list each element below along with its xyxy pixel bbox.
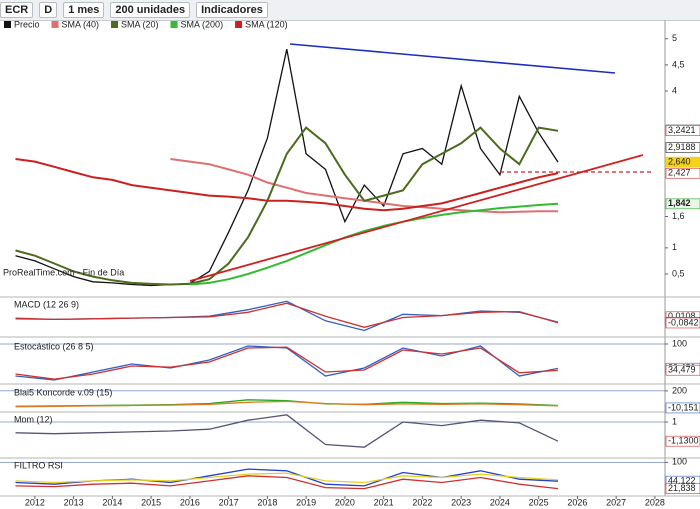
value-marker-label: 2,427 (668, 168, 691, 178)
series-line (15, 345, 559, 381)
value-marker (665, 156, 700, 168)
x-tick-label: 2027 (606, 497, 626, 507)
symbol[interactable]: ECR (0, 2, 34, 18)
x-tick-label: 2018 (257, 497, 277, 507)
panel-title: Estocástico (26 8 5) (14, 341, 94, 351)
y-tick-label: 200 (672, 385, 687, 395)
value-marker (665, 435, 700, 447)
x-tick-label: 2016 (180, 497, 200, 507)
series-line (15, 302, 559, 328)
series-line (15, 414, 559, 448)
x-tick-label: 2021 (374, 497, 394, 507)
value-marker-label: 1,842 (668, 198, 691, 208)
x-tick-label: 2012 (25, 497, 45, 507)
panel-title: Mom (12) (14, 414, 53, 424)
value-marker (665, 167, 700, 179)
y-tick-label: 1,6 (672, 211, 685, 221)
x-tick-label: 2023 (451, 497, 471, 507)
value-marker-label: 2,640 (668, 156, 691, 166)
x-tick-label: 2022 (412, 497, 432, 507)
series-line (189, 202, 559, 286)
units[interactable]: 200 unidades (110, 2, 191, 18)
legend-label: SMA (20) (121, 20, 159, 29)
value-marker (665, 142, 700, 153)
value-marker-label: -0,0842 (668, 317, 699, 327)
value-marker (665, 402, 700, 414)
panel-title: FILTRO RSI (14, 460, 63, 470)
period[interactable]: 1 mes (63, 2, 105, 18)
value-marker-label: 3,2421 (668, 125, 696, 135)
indicators[interactable]: Indicadores (196, 2, 268, 18)
x-tick-label: 2026 (567, 497, 587, 507)
x-tick-label: 2013 (64, 497, 84, 507)
x-tick-label: 2014 (102, 497, 122, 507)
x-tick-label: 2019 (296, 497, 316, 507)
value-marker (665, 198, 700, 210)
legend-swatch (111, 21, 119, 28)
series-line (15, 126, 559, 286)
panel-title: MACD (12 26 9) (14, 299, 79, 309)
trend-line (289, 43, 616, 74)
y-tick-label: 1 (672, 416, 677, 426)
y-tick-label: 1 (672, 242, 677, 252)
x-tick-label: 2017 (219, 497, 239, 507)
value-marker (665, 364, 700, 376)
value-marker-label: 2,9188 (668, 142, 696, 152)
value-marker-label: 21,838 (668, 483, 696, 493)
y-tick-label: 5 (672, 33, 677, 43)
value-marker-label: 44,122 (668, 476, 696, 486)
legend-swatch (170, 21, 178, 28)
series-line (15, 346, 559, 380)
y-tick-label: 100 (672, 457, 687, 467)
value-marker-label: -10,151 (668, 402, 699, 412)
value-marker (665, 317, 700, 329)
toolbar: ECR D 1 mes 200 unidades Indicadores (0, 0, 700, 21)
value-marker-label: -1,1300 (668, 436, 699, 446)
legend-label: SMA (40) (62, 20, 100, 29)
y-tick-label: 0,5 (672, 268, 685, 278)
trend-line (189, 154, 644, 282)
x-tick-label: 2020 (335, 497, 355, 507)
chart: 54,541,610,53,25773,24212,91882,6402,427… (0, 20, 700, 507)
legend-swatch (51, 21, 59, 28)
source-label: ProRealTime.com - Fin de Día (3, 267, 124, 277)
legend-label: Precio (14, 20, 40, 29)
y-tick-label: 4 (672, 85, 677, 95)
x-tick-label: 2024 (490, 497, 510, 507)
series-line (15, 475, 559, 490)
x-tick-label: 2025 (529, 497, 549, 507)
value-marker (665, 125, 700, 136)
chart-type[interactable]: D (39, 2, 58, 18)
series-line (15, 472, 559, 484)
legend-label: SMA (200) (181, 20, 224, 29)
series-line (15, 49, 559, 287)
legend-label: SMA (120) (245, 20, 288, 29)
value-marker-label: 34,479 (668, 365, 696, 375)
series-line (15, 158, 559, 212)
value-marker-label: 0,0108 (668, 311, 696, 321)
y-tick-label: 100 (672, 338, 687, 348)
series-line (15, 300, 559, 332)
series-line (15, 400, 559, 408)
legend-swatch (235, 21, 243, 28)
panel-title: Blai5 Koncorde v.09 (15) (14, 387, 112, 397)
legend-swatch (4, 21, 11, 28)
x-tick-label: 2015 (141, 497, 161, 507)
value-marker (665, 483, 700, 494)
y-tick-label: 4,5 (672, 59, 685, 69)
x-tick-label: 2028 (645, 497, 665, 507)
